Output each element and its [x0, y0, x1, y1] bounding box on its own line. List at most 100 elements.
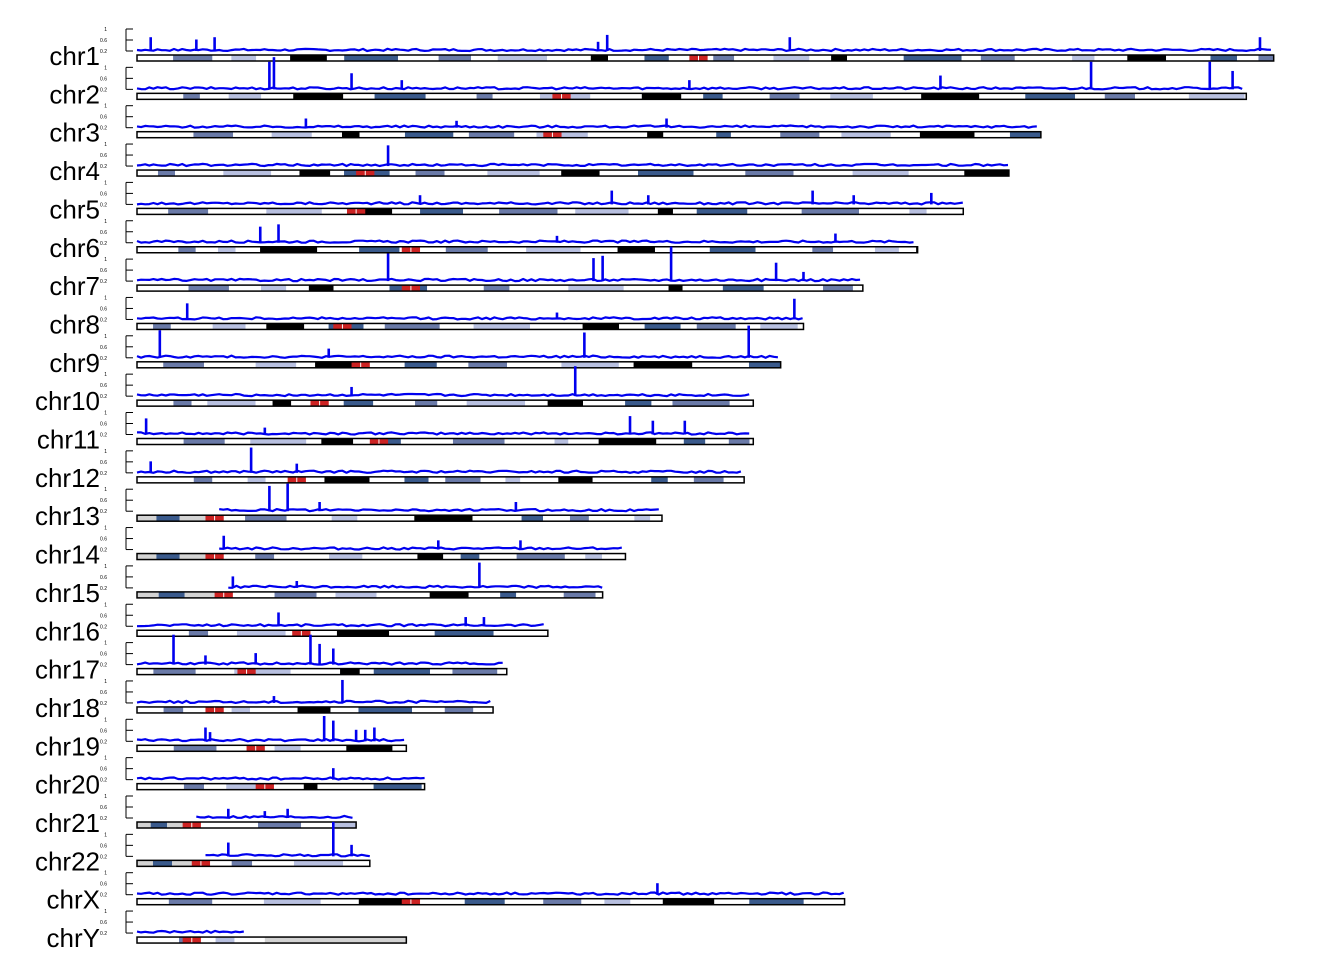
band-gneg	[300, 745, 347, 752]
band-gneg	[592, 476, 652, 483]
band-gpos75	[500, 591, 517, 598]
band-gneg	[204, 361, 256, 368]
band-gpos25	[329, 553, 363, 560]
band-gneg	[137, 400, 174, 407]
y-tick-label: 0.2	[100, 931, 107, 937]
band-gpos50	[193, 131, 234, 138]
band-gneg	[493, 630, 548, 637]
band-gpos50	[713, 55, 735, 61]
band-gneg	[602, 553, 626, 560]
band-gpos100	[324, 476, 370, 483]
band-gpos25	[773, 55, 810, 61]
y-tick-label: 0.6	[100, 460, 107, 466]
band-gneg	[520, 476, 559, 483]
chromosome-label: chr21	[35, 808, 100, 838]
band-gpos75	[716, 131, 731, 138]
band-gpos50	[173, 745, 217, 752]
band-gpos25	[223, 170, 272, 177]
band-gpos100	[1127, 55, 1167, 61]
signal-trace	[136, 623, 544, 628]
band-gneg	[199, 937, 216, 944]
band-gpos75	[420, 208, 464, 215]
ideogram-outline	[136, 169, 1010, 177]
band-gpos50	[516, 553, 565, 560]
band-gpos50	[258, 822, 302, 828]
y-tick-label: 0.6	[100, 728, 107, 734]
band-gpos50	[445, 476, 481, 483]
band-gneg	[852, 285, 863, 292]
band-gpos25	[231, 706, 251, 713]
band-gneg	[1244, 93, 1247, 100]
ideogram-outline	[136, 859, 371, 868]
band-gneg	[199, 93, 229, 100]
band-gneg	[487, 246, 527, 253]
band-gneg	[232, 591, 275, 598]
band-gneg	[819, 131, 842, 138]
band-gneg	[543, 515, 570, 522]
ideogram-outline	[136, 437, 755, 446]
band-gpos50	[188, 285, 229, 292]
band-gneg	[137, 937, 180, 944]
band-gneg	[793, 170, 853, 177]
band-gpos75	[344, 55, 399, 61]
band-gpos25	[226, 783, 261, 790]
band-gneg	[304, 323, 329, 330]
band-gneg	[326, 55, 345, 61]
band-gpos25	[526, 246, 581, 253]
band-gpos100	[315, 361, 367, 368]
ideogram-outline	[136, 591, 604, 599]
band-gneg	[212, 898, 264, 905]
band-gpos50	[163, 361, 205, 368]
band-gpos100	[582, 323, 620, 330]
band-gneg	[234, 937, 271, 944]
band-gpos100	[266, 323, 305, 330]
band-gpos75	[373, 668, 431, 675]
band-gneg	[514, 131, 537, 138]
band-gpos25	[207, 400, 256, 407]
band-gneg	[651, 400, 673, 407]
y-tick-label: 0.6	[100, 498, 107, 504]
y-tick-label: 0.6	[100, 230, 107, 236]
y-tick-label: 0.6	[100, 191, 107, 197]
chromosome-label: chr16	[35, 616, 100, 646]
ideogram-outline	[136, 744, 408, 753]
band-gneg	[480, 476, 506, 483]
band-gneg	[749, 438, 754, 445]
band-gpos100	[964, 170, 1009, 177]
band-stalk	[137, 553, 157, 560]
band-gneg	[330, 170, 345, 177]
band-gpos100	[303, 783, 318, 790]
y-tick-label: 1	[104, 142, 107, 148]
y-tick-label: 1	[104, 257, 107, 263]
band-gpos50	[980, 55, 1015, 61]
signal-trace	[136, 699, 491, 704]
band-gpos75	[156, 515, 180, 522]
band-gneg	[317, 783, 374, 790]
chromosome-chr19: chr19 1 0.6 0.2	[35, 716, 408, 761]
chromosome-label: chr13	[35, 501, 100, 531]
band-gneg	[398, 55, 439, 61]
band-gneg	[729, 400, 754, 407]
band-gneg	[471, 55, 498, 61]
band-gneg	[530, 323, 583, 330]
band-gneg	[333, 285, 390, 292]
chromosome-label: chr12	[35, 463, 100, 493]
chromosome-label: chr14	[35, 540, 100, 570]
band-gneg	[228, 285, 261, 292]
band-gpos50	[812, 246, 834, 253]
y-tick-label: 0.2	[100, 356, 107, 362]
band-gneg	[137, 898, 169, 905]
band-gpos25	[331, 515, 358, 522]
band-gpos50	[468, 131, 515, 138]
band-gneg	[425, 93, 477, 100]
chromosome-label: chr2	[49, 79, 100, 109]
band-gpos25	[536, 131, 588, 138]
band-gneg	[581, 898, 605, 905]
band-gneg	[208, 630, 237, 637]
band-gneg	[1166, 55, 1211, 61]
y-tick-label: 0.2	[100, 624, 107, 630]
band-gneg	[195, 668, 235, 675]
ideogram-outline	[136, 322, 805, 331]
chromosome-chr1: chr1 1 0.6 0.2	[49, 27, 1275, 71]
band-gneg	[650, 515, 662, 522]
